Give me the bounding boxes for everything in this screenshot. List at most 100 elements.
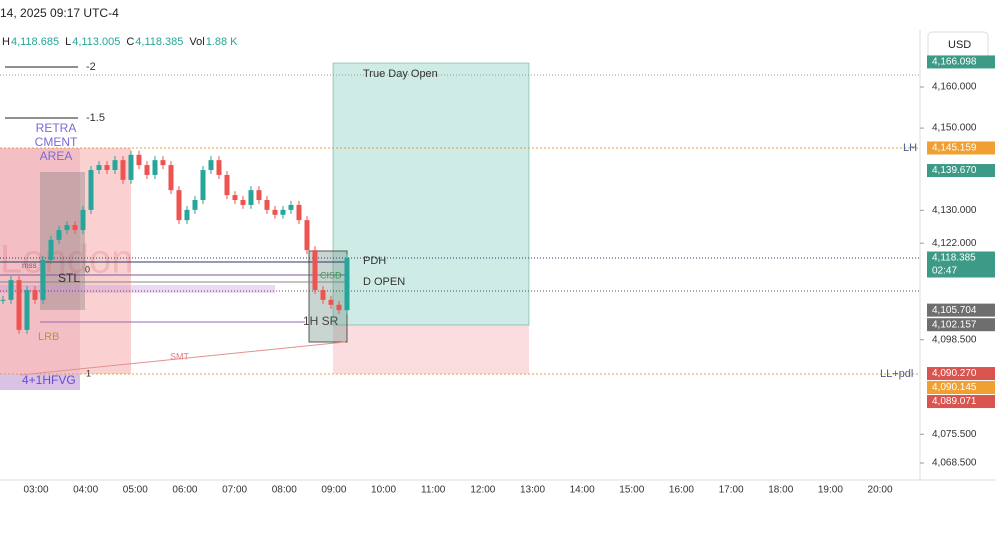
candle	[176, 190, 182, 221]
price-badge	[927, 381, 995, 395]
candle	[232, 195, 238, 201]
currency[interactable]: USD	[948, 39, 971, 51]
annotation: True Day Open	[363, 68, 438, 80]
candle	[0, 299, 6, 301]
candle	[128, 154, 134, 180]
smt-line	[19, 341, 346, 376]
ohlc-value: 4,118.385	[135, 36, 183, 48]
annotation: 1	[86, 368, 91, 378]
annotation: PDH	[363, 255, 386, 267]
candle	[88, 170, 94, 210]
time-label: 03:00	[23, 485, 48, 496]
candle	[72, 225, 78, 231]
price-badge-label: 4,118.385	[932, 253, 976, 264]
time-label: 13:00	[520, 485, 545, 496]
watermark: London	[0, 238, 133, 282]
candle	[216, 160, 222, 175]
price-label: 4,160.000	[932, 82, 977, 93]
ohlc: H 4,118.685 L 4,113.005 C 4,118.385 Vol 1.88 K	[2, 36, 238, 48]
ohlc-key: L	[65, 36, 71, 48]
datetime: 14, 2025 09:17 UTC-4	[0, 6, 119, 20]
price-badge-label: 4,090.270	[932, 368, 977, 379]
price-badge	[927, 55, 995, 69]
ohlc-key: Vol	[189, 36, 204, 48]
candle	[296, 204, 302, 221]
candle	[104, 165, 110, 171]
candle	[192, 200, 198, 210]
candle	[256, 190, 262, 201]
candle	[328, 299, 334, 305]
annotation: SMT	[170, 351, 190, 361]
candle	[288, 204, 294, 210]
ohlc-value: 4,118.685	[11, 36, 59, 48]
time-label: 14:00	[570, 485, 595, 496]
candle	[160, 160, 166, 166]
price-badge-label: 4,090.145	[932, 382, 977, 393]
candle	[152, 160, 158, 175]
candle	[304, 220, 310, 251]
annotation: 4+1HFVG	[22, 373, 76, 387]
price-badge-label: 4,089.071	[932, 396, 977, 407]
price-label: 4,150.000	[932, 123, 977, 134]
annotation: CISD	[320, 270, 342, 280]
price-label: 4,122.000	[932, 238, 977, 249]
candle	[8, 280, 14, 300]
candle	[208, 160, 214, 171]
candle	[240, 200, 246, 205]
annotation: D OPEN	[363, 276, 405, 288]
annotation: CMENT	[35, 135, 78, 149]
candle	[168, 165, 174, 191]
ohlc-key: H	[2, 36, 10, 48]
candle	[272, 209, 278, 215]
annotation: 0	[85, 264, 90, 274]
price-badge	[927, 164, 995, 178]
time-label: 12:00	[470, 485, 495, 496]
ohlc-value: 4,113.005	[72, 36, 120, 48]
price-badge	[927, 318, 995, 332]
price-label: 4,068.500	[932, 458, 977, 469]
candle	[64, 225, 70, 231]
target-box	[332, 62, 530, 326]
time-label: 11:00	[421, 485, 446, 496]
candle	[184, 209, 190, 221]
price-badge	[927, 251, 995, 278]
annotation: -2	[86, 61, 96, 73]
time-label: 17:00	[719, 485, 744, 496]
fvg-zone	[0, 374, 80, 390]
annotation: LL+pdl	[880, 368, 913, 380]
price-badge	[927, 395, 995, 409]
candle	[248, 190, 254, 205]
price-badge-label: 4,145.159	[932, 143, 977, 154]
price-badge-label: 4,102.157	[932, 319, 977, 330]
price-badge-label: 4,166.098	[932, 57, 977, 68]
time-label: 20:00	[868, 485, 893, 496]
price-label: 4,098.500	[932, 334, 977, 345]
annotation: -1.5	[86, 112, 105, 124]
candle	[280, 209, 286, 215]
price-badge	[927, 367, 995, 381]
time-label: 08:00	[272, 485, 297, 496]
candle	[136, 154, 142, 166]
candle	[344, 258, 350, 311]
time-label: 16:00	[669, 485, 694, 496]
candle	[336, 304, 342, 311]
candle	[112, 160, 118, 171]
time-label: 07:00	[222, 485, 247, 496]
candle	[80, 209, 86, 231]
annotation: RETRA	[36, 121, 77, 135]
candle	[24, 289, 30, 330]
price-badge	[927, 303, 995, 317]
time-label: 18:00	[768, 485, 793, 496]
candle	[32, 289, 38, 300]
time-label: 09:00	[321, 485, 346, 496]
candle	[200, 170, 206, 201]
price-badge	[927, 141, 995, 155]
annotation: LH	[903, 142, 917, 154]
price-badge-label: 4,105.704	[932, 305, 977, 316]
time-label: 19:00	[818, 485, 843, 496]
time-label: 10:00	[371, 485, 396, 496]
candles	[0, 150, 350, 334]
time-label: 15:00	[619, 485, 644, 496]
